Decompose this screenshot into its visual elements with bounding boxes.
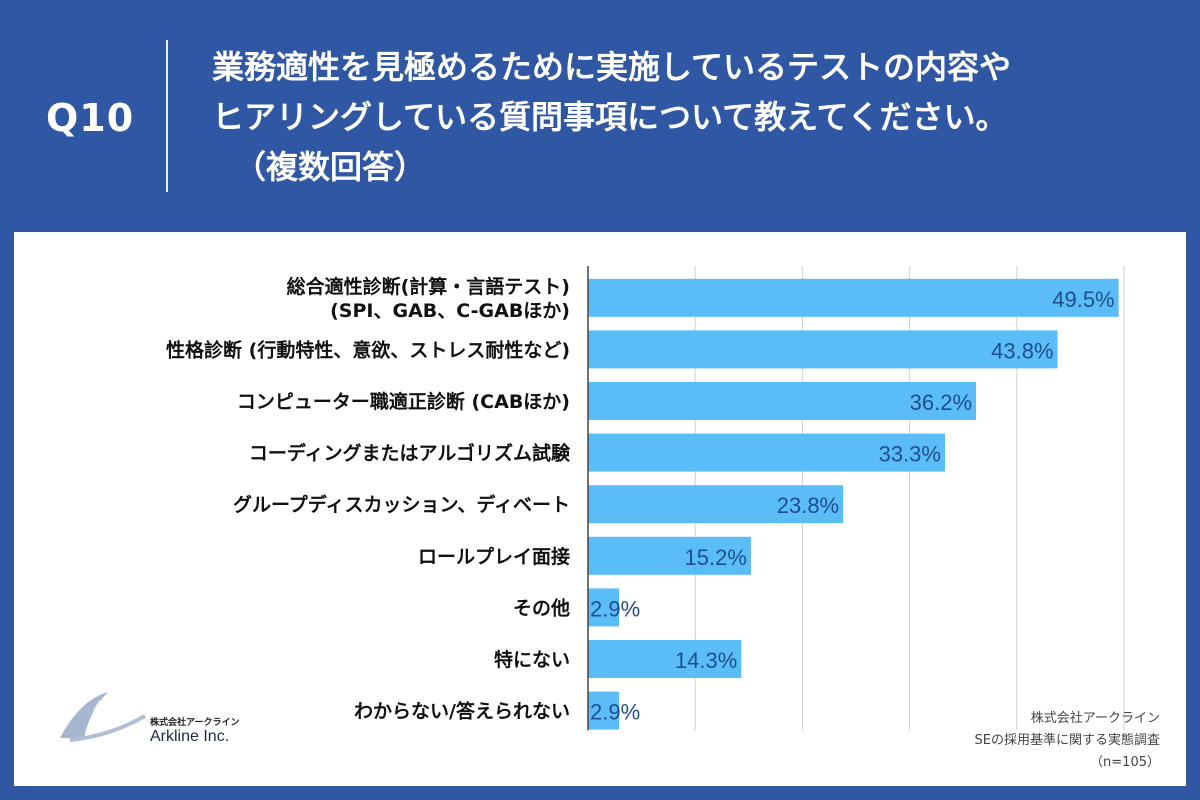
category-label: ロールプレイ面接 xyxy=(418,545,570,568)
arkline-logo-mark: Ark Line xyxy=(60,692,151,742)
category-label: 性格診断 (行動特性、意欲、ストレス耐性など) xyxy=(166,338,570,361)
data-label: 2.9% xyxy=(590,700,640,725)
question-line-3: （複数回答） xyxy=(234,148,427,186)
header: Q10 業務適性を見極めるために実施しているテストの内容や ヒアリングしている質… xyxy=(0,0,1200,232)
bar xyxy=(588,330,1058,369)
bar xyxy=(588,382,977,420)
bar xyxy=(588,588,620,627)
data-label: 14.3% xyxy=(675,648,737,673)
bar xyxy=(588,485,844,524)
data-label: 36.2% xyxy=(910,390,972,415)
question-line-1: 業務適性を見極めるために実施しているテストの内容や xyxy=(212,48,1012,86)
category-label: グループディスカッション、ディベート xyxy=(233,493,570,516)
logo-mark-ark: Ark Line xyxy=(93,699,151,714)
data-label: 49.5% xyxy=(1052,287,1114,312)
data-label: 2.9% xyxy=(590,596,640,621)
category-label: わからない/答えられない xyxy=(354,700,570,723)
category-label: 特にない xyxy=(494,649,570,671)
bar xyxy=(588,691,620,730)
source-note: 株式会社アークライン SEの採用基準に関する実態調査 （n=105） xyxy=(860,708,1160,774)
category-label: (SPI、GAB、C-GABほか) xyxy=(330,300,570,322)
category-label: コンピューター職適正診断 (CABほか) xyxy=(237,390,570,413)
chart-panel: 49.5% 総合適性診断(計算・言語テスト) (SPI、GAB、C-GABほか) 43… xyxy=(14,232,1186,786)
category-label: その他 xyxy=(513,596,570,619)
source-company: 株式会社アークライン xyxy=(1030,711,1160,726)
header-divider xyxy=(166,40,168,192)
bar xyxy=(588,536,751,575)
logo-company-jp: 株式会社アークライン xyxy=(150,718,240,728)
data-label: 23.8% xyxy=(777,493,839,518)
source-survey: SEの採用基準に関する実態調査 xyxy=(974,733,1160,748)
data-label: 33.3% xyxy=(879,442,941,467)
bar xyxy=(588,278,1119,317)
logo-company-en: Arkline Inc. xyxy=(150,728,230,745)
category-label: 総合適性診断(計算・言語テスト) xyxy=(287,275,570,298)
question-text: 業務適性を見極めるために実施しているテストの内容や ヒアリングしている質問事項に… xyxy=(212,42,1172,192)
source-sample: （n=105） xyxy=(1090,755,1160,770)
category-label: コーディングまたはアルゴリズム試験 xyxy=(249,442,571,465)
bar xyxy=(588,640,742,678)
question-number: Q10 xyxy=(46,96,135,140)
data-label: 15.2% xyxy=(685,545,747,570)
question-line-2: ヒアリングしている質問事項について教えてください。 xyxy=(212,98,1008,136)
bar xyxy=(588,433,945,472)
data-label: 43.8% xyxy=(991,338,1053,363)
bar-chart: 49.5% 総合適性診断(計算・言語テスト)(SPI、GAB、C-GABほか) 43… xyxy=(166,266,1125,731)
